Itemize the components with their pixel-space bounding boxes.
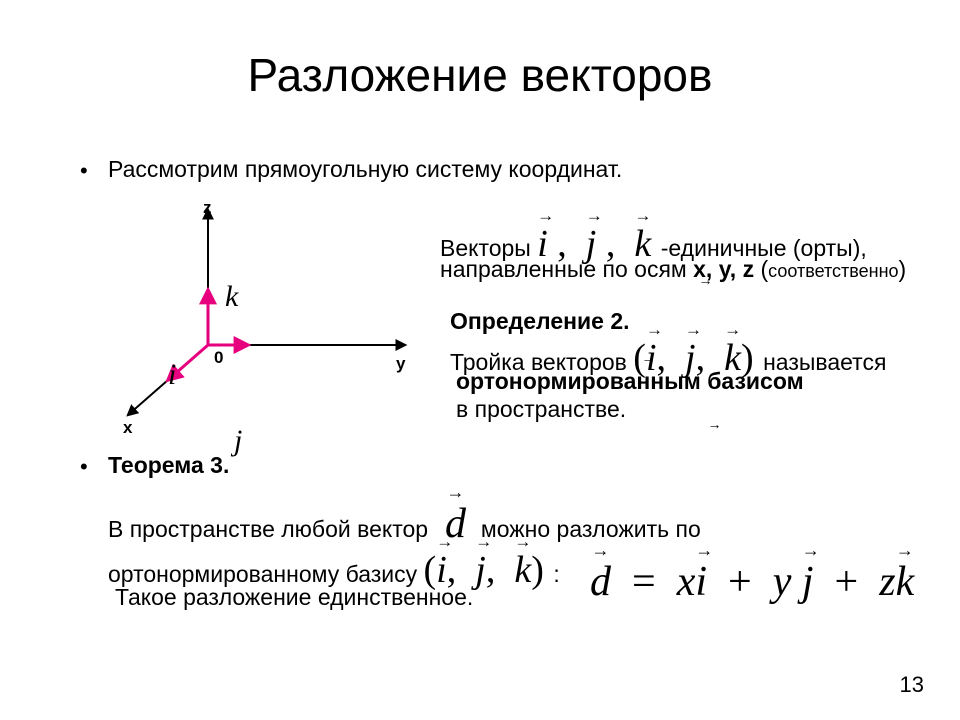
plus-sign: + xyxy=(728,559,752,605)
page-number: 13 xyxy=(900,672,924,698)
slide: { "title": "Разложение векторов", "bulle… xyxy=(0,0,960,720)
text: : xyxy=(553,561,559,587)
k-sym: k xyxy=(514,548,531,592)
j-label: → j xyxy=(234,424,960,458)
slide-title: Разложение векторов xyxy=(0,48,960,102)
z-label: z xyxy=(203,198,212,218)
x-label: x xyxy=(123,418,132,438)
bullet1-marker: • xyxy=(80,160,88,182)
decomposition-formula: d = xi + y j + zk xyxy=(590,558,914,606)
x-coef: x xyxy=(677,559,696,605)
text: В пространстве любой вектор xyxy=(108,516,434,542)
theorem-line3: Такое разложение единственное. xyxy=(115,584,473,611)
definition-line3: в пространстве. xyxy=(456,396,626,423)
eq-sign: = xyxy=(632,559,656,605)
bullet2-marker: • xyxy=(80,456,88,478)
definition-line2: ортонормированным базисом xyxy=(456,368,804,395)
theorem-heading: Теорема 3. xyxy=(108,452,229,479)
text: направленные по осям xyxy=(440,256,693,282)
definition-heading: Определение 2. xyxy=(450,308,630,335)
theorem-line1: В пространстве любой вектор d можно разл… xyxy=(108,500,701,548)
unit-vectors-line2: направленные по осям x, y, z (соответств… xyxy=(440,256,906,283)
axes-text: x, y, z xyxy=(693,256,754,282)
d-sym: d xyxy=(590,558,611,606)
z-coef: z xyxy=(879,559,895,605)
k-sym: k xyxy=(896,558,915,606)
coordinate-diagram xyxy=(80,190,420,450)
text: ) xyxy=(899,256,907,282)
bullet1-text: Рассмотрим прямоугольную систему координ… xyxy=(108,156,622,183)
j-sym: j xyxy=(475,548,486,592)
text: соответственно xyxy=(768,261,898,281)
i-sym: i xyxy=(695,558,707,606)
text: ( xyxy=(760,256,768,282)
y-coef: y xyxy=(773,559,792,605)
j-sym: j xyxy=(802,558,814,606)
plus-sign: + xyxy=(835,559,859,605)
